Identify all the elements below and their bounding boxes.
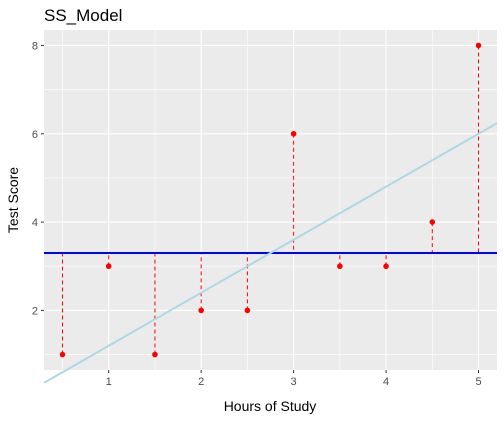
y-tick-label: 8 (32, 40, 38, 52)
data-point (244, 307, 251, 314)
x-axis-ticks: 1 2 3 4 5 (106, 370, 482, 388)
grid-minor (44, 30, 497, 370)
data-point (383, 263, 389, 270)
data-point (290, 130, 297, 137)
data-point (59, 351, 66, 358)
data-point (475, 42, 482, 49)
y-axis-title: Test Score (5, 167, 21, 233)
y-tick-label: 6 (32, 129, 38, 141)
y-tick-label: 4 (32, 217, 38, 229)
data-point (152, 351, 158, 358)
x-tick-label: 5 (475, 376, 481, 388)
y-tick-label: 2 (32, 305, 38, 317)
x-tick-label: 2 (198, 376, 204, 388)
data-point (105, 263, 112, 270)
reference-lines (43, 122, 498, 384)
x-tick-label: 4 (383, 376, 389, 388)
regression-line (43, 122, 498, 384)
chart-title: SS_Model (44, 6, 122, 25)
x-tick-label: 3 (291, 376, 297, 388)
x-axis-title: Hours of Study (224, 398, 317, 414)
x-tick-label: 1 (106, 376, 112, 388)
data-point (337, 263, 343, 270)
plot-panel (44, 30, 497, 370)
data-point (198, 307, 204, 314)
data-point (429, 219, 436, 225)
data-points (59, 42, 482, 358)
y-axis-ticks: 2 4 6 8 (32, 40, 44, 317)
